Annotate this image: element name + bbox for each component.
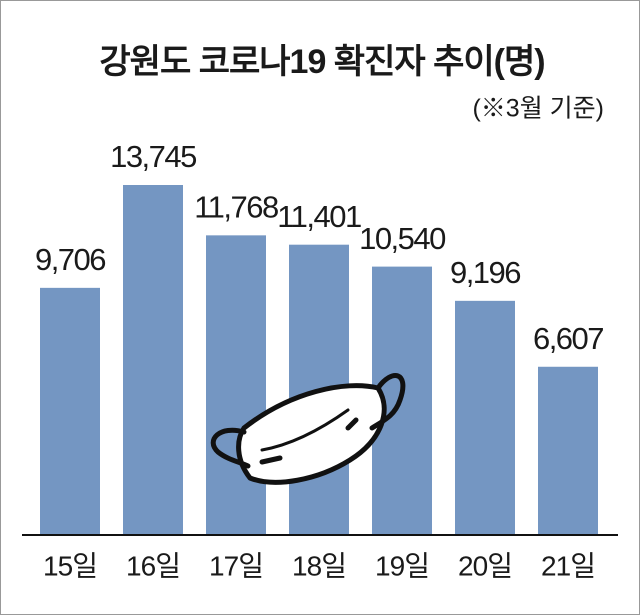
value-label: 11,768 [194, 190, 278, 225]
bar [123, 185, 183, 535]
value-label: 10,540 [359, 221, 446, 256]
x-tick-label: 19일 [375, 550, 429, 581]
value-label: 9,196 [450, 255, 520, 290]
value-label: 11,401 [277, 199, 361, 234]
chart-title: 강원도 코로나19 확진자 추이(명) [99, 43, 544, 81]
x-tick-label: 18일 [292, 550, 346, 581]
x-tick-label: 20일 [458, 550, 512, 581]
value-label: 6,607 [533, 321, 603, 356]
chart-subtitle: (※3월 기준) [472, 95, 604, 123]
bar [538, 366, 598, 535]
bar [206, 235, 266, 535]
mask-icon [210, 373, 406, 485]
value-label: 13,745 [110, 139, 196, 174]
x-tick-label: 15일 [43, 550, 97, 581]
plot [40, 185, 598, 535]
x-tick-label: 21일 [541, 550, 595, 581]
x-tick-label: 17일 [209, 550, 263, 581]
x-tick-label: 16일 [126, 550, 180, 581]
bar [455, 300, 515, 535]
value-label: 9,706 [35, 242, 105, 277]
bar [40, 287, 100, 535]
